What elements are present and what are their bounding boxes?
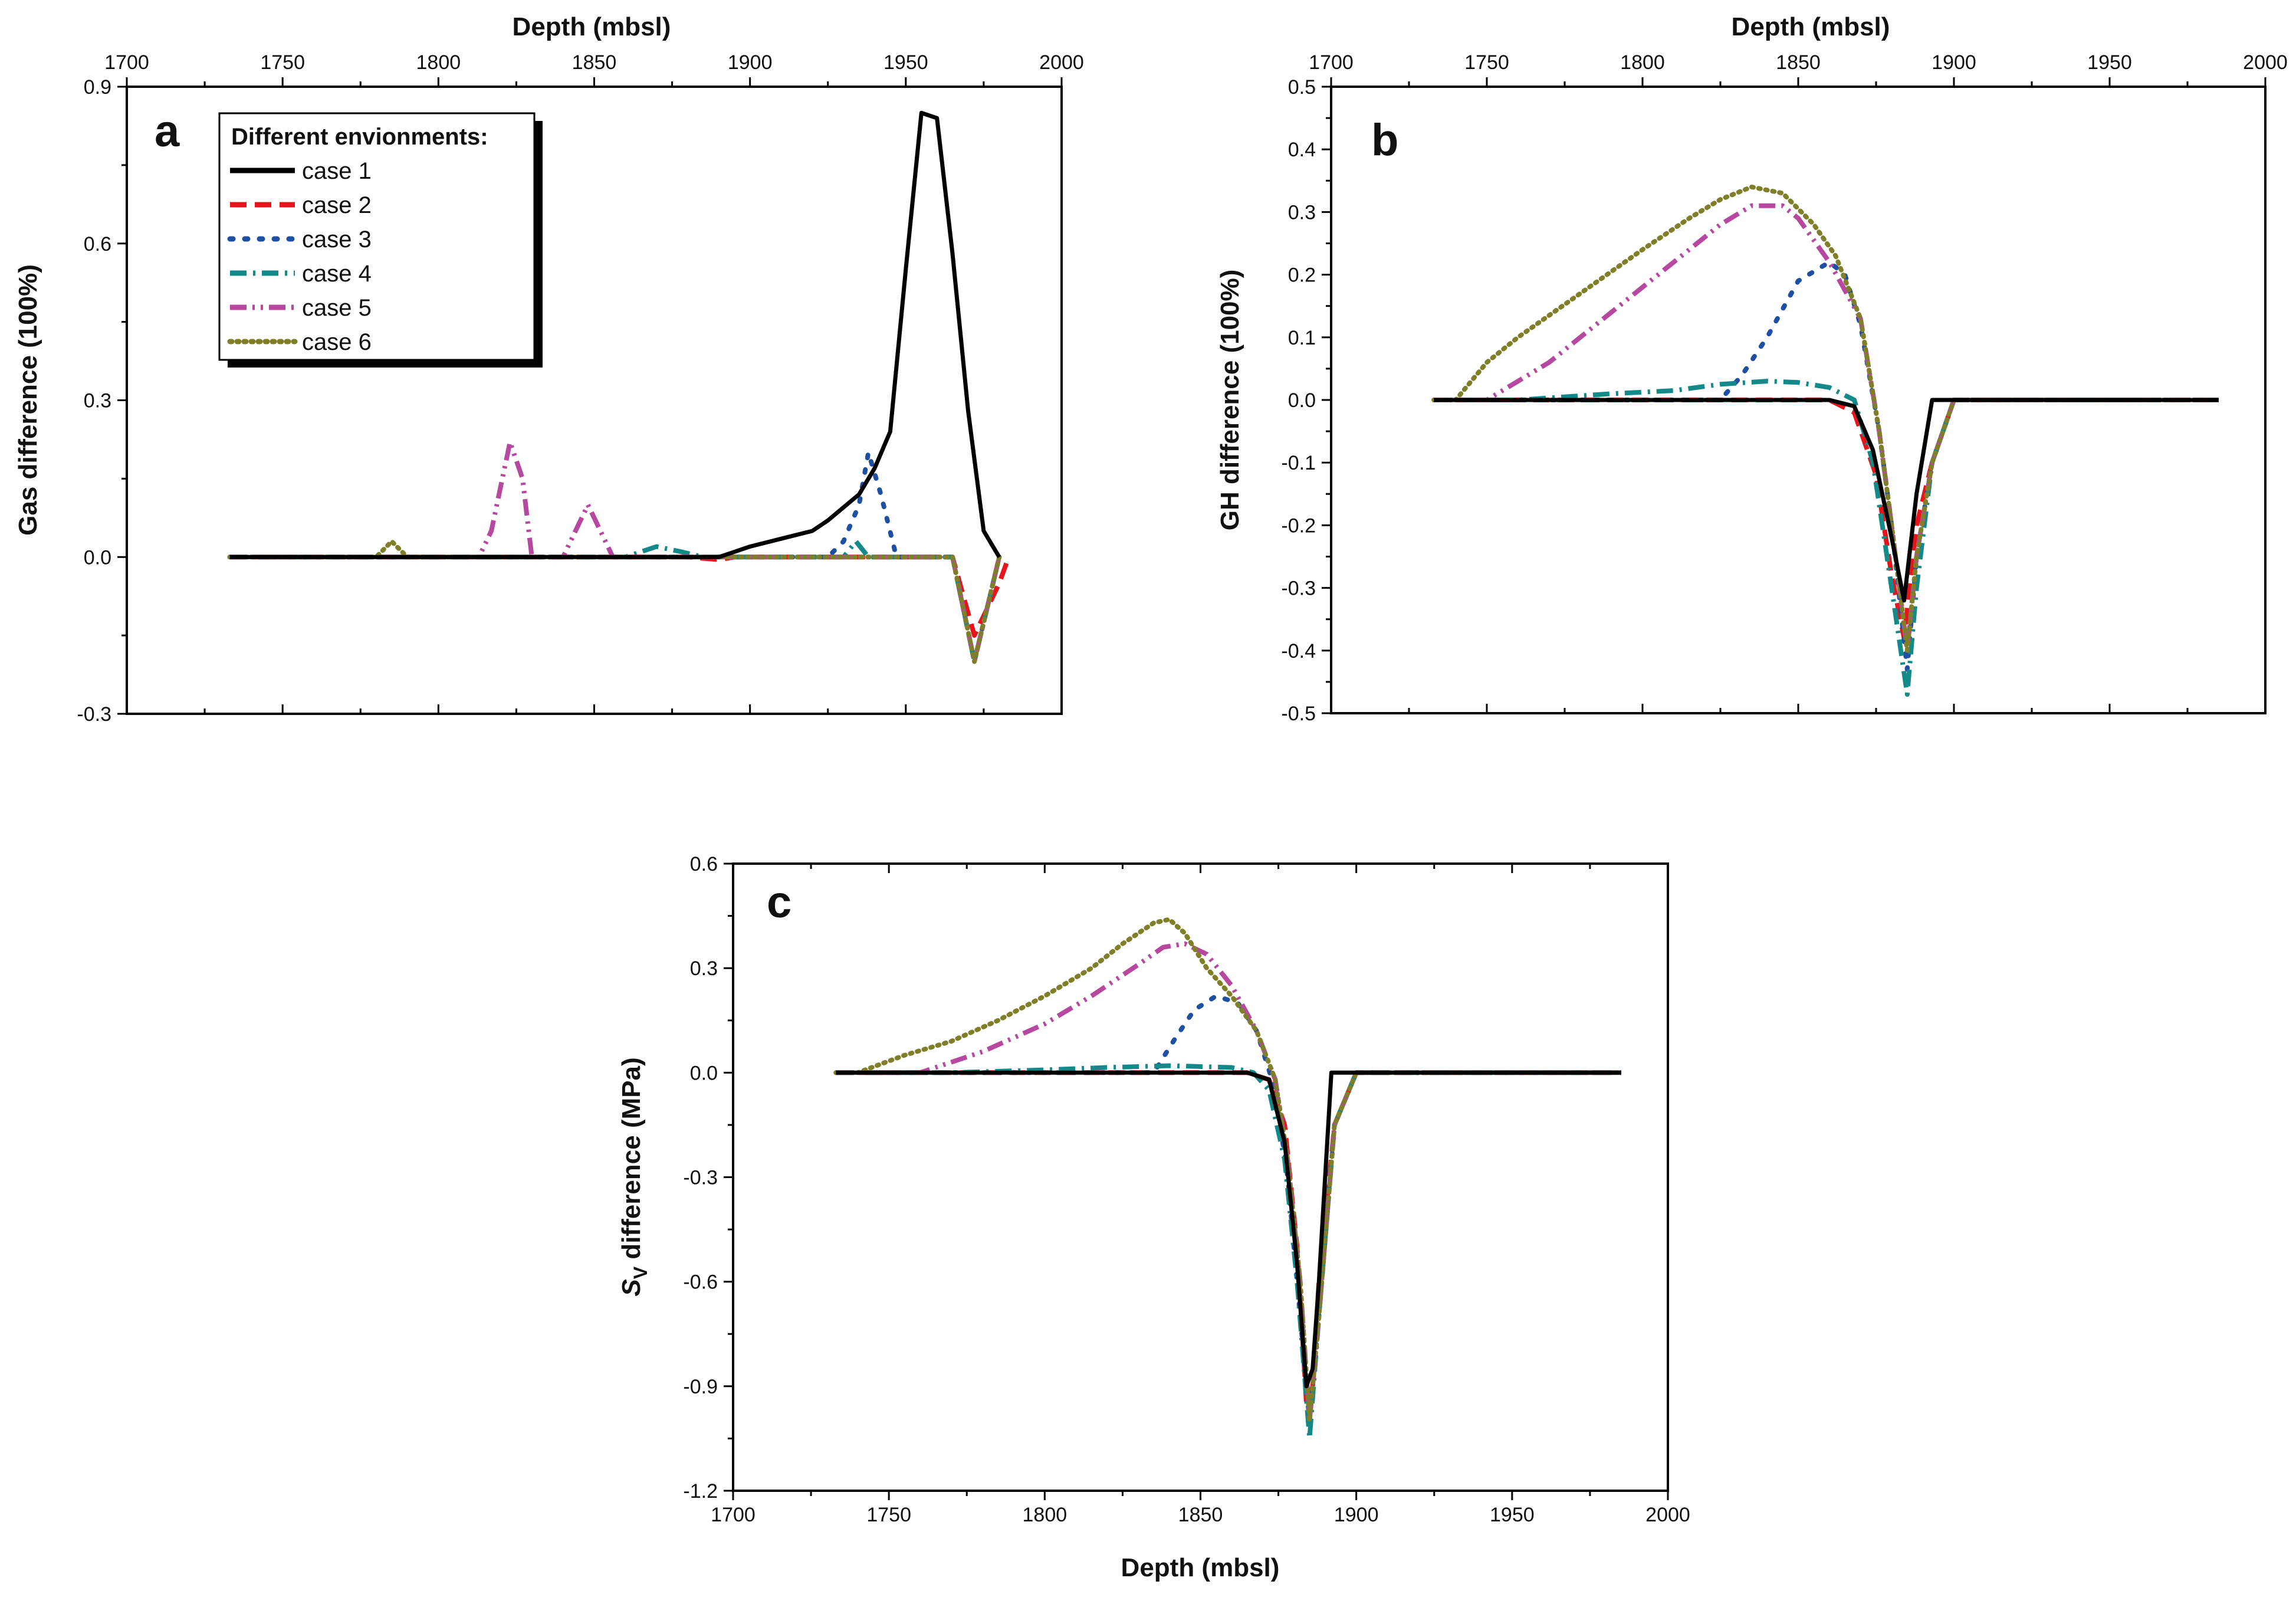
panel-c-x-tick-label: 1800 <box>1023 1504 1067 1526</box>
panel-b-y-tick-label: 0.3 <box>1288 201 1316 224</box>
panel-b-x-tick-label: 1950 <box>2087 51 2132 74</box>
legend-label-case-5: case 5 <box>302 295 372 321</box>
panel-c-tick-labels: 1700 1750 1800 1850 1900 1950 2000 -1.2 -0.9 -0.6… <box>683 853 1690 1526</box>
panel-b-x-axis-title: Depth (mbsl) <box>1732 12 1890 41</box>
panel-b-tick-labels: 1700 1750 1800 1850 1900 1950 2000 -0.5 -0.4 -0.3… <box>1281 51 2287 725</box>
panel-c-x-tick-label: 1700 <box>711 1504 756 1526</box>
panel-a-ticks <box>117 77 1063 715</box>
panel-b-y-tick-label: 0.0 <box>1288 389 1316 412</box>
panel-a-x-tick-label: 1700 <box>104 51 149 74</box>
panel-a-legend: Different envionments: case 1 case 2 cas… <box>218 112 543 368</box>
legend-label-case-2: case 2 <box>302 192 372 218</box>
panel-c-x-tick-label: 2000 <box>1645 1504 1690 1526</box>
legend-box <box>218 112 536 361</box>
panel-a-y-tick-label: 0.3 <box>84 390 111 412</box>
panel-b-series-case-2 <box>1434 398 2219 641</box>
panel-b-y-tick-label: 0.4 <box>1288 139 1316 161</box>
panel-a-x-axis-title: Depth (mbsl) <box>513 12 671 41</box>
panel-c-y-tick-label: 0.3 <box>690 957 718 980</box>
panel-b-series-case-5 <box>1434 203 2219 653</box>
legend-title: Different envionments: <box>231 124 488 150</box>
panel-b-y-tick-label: -0.2 <box>1281 514 1316 537</box>
panel-b-y-tick-label: 0.5 <box>1288 76 1316 99</box>
panel-a-y-axis-title: Gas difference (100%) <box>14 264 42 536</box>
panel-a-y-tick-label: 0.9 <box>84 76 111 99</box>
panel-c-y-axis-title-main: S <box>617 1279 646 1296</box>
panel-b-y-tick-label: -0.5 <box>1281 703 1316 725</box>
legend-label-case-3: case 3 <box>302 227 372 252</box>
panel-b-x-tick-label: 1700 <box>1309 51 1354 74</box>
panel-b-x-tick-label: 1850 <box>1776 51 1821 74</box>
panel-c-y-tick-label: 0.6 <box>690 853 718 875</box>
panel-c: 1700 1750 1800 1850 1900 1950 2000 -1.2 -0.9 -0.6… <box>617 853 1690 1582</box>
panel-c-y-tick-label: -0.3 <box>683 1167 718 1189</box>
panel-c-x-tick-label: 1750 <box>866 1504 911 1526</box>
panel-c-x-axis-title: Depth (mbsl) <box>1121 1553 1280 1582</box>
panel-a: 1700 1750 1800 1850 1900 1950 2000 -0.3 0.0 0.3 0.… <box>14 12 1084 726</box>
legend-label-case-4: case 4 <box>302 261 372 287</box>
panel-c-y-tick-label: -1.2 <box>683 1480 718 1503</box>
panel-b-series-case-4 <box>1434 379 2219 697</box>
panel-a-tick-labels: 1700 1750 1800 1850 1900 1950 2000 -0.3 0.0 0.3 0.… <box>77 51 1083 726</box>
legend-label-case-1: case 1 <box>302 158 372 184</box>
panel-c-series <box>833 917 1624 1441</box>
panel-b-x-tick-label: 1900 <box>1932 51 1976 74</box>
panel-a-x-tick-label: 1850 <box>572 51 617 74</box>
panel-b-y-tick-label: 0.1 <box>1288 327 1316 349</box>
panel-b: 1700 1750 1800 1850 1900 1950 2000 -0.5 -0.4 -0.3… <box>1216 12 2288 725</box>
panel-a-y-tick-label: 0.0 <box>84 546 111 569</box>
panel-b-y-tick-label: 0.2 <box>1288 264 1316 287</box>
panel-b-series-case-1 <box>1434 398 2219 603</box>
panel-b-x-tick-label: 1750 <box>1464 51 1509 74</box>
panel-a-x-tick-label: 1950 <box>883 51 928 74</box>
panel-b-y-tick-label: -0.3 <box>1281 578 1316 600</box>
panel-c-ticks <box>724 862 1669 1500</box>
panel-c-frame <box>732 862 1669 1492</box>
panel-b-x-tick-label: 2000 <box>2243 51 2288 74</box>
panel-a-x-tick-label: 2000 <box>1039 51 1084 74</box>
panel-b-y-axis-title: GH difference (100%) <box>1216 270 1244 531</box>
panel-c-y-tick-label: -0.9 <box>683 1376 718 1398</box>
panel-c-x-tick-label: 1850 <box>1178 1504 1223 1526</box>
panel-a-series-case-1 <box>229 110 1001 559</box>
panel-a-x-tick-label: 1750 <box>260 51 305 74</box>
panel-c-x-tick-label: 1950 <box>1490 1504 1535 1526</box>
panel-a-series <box>227 110 1011 664</box>
panel-c-y-axis-title-rest: difference (MPa) <box>617 1057 646 1267</box>
panel-c-y-axis-title-sub: V <box>630 1266 651 1279</box>
panel-c-y-tick-label: 0.0 <box>690 1062 718 1084</box>
panel-b-series <box>1431 184 2221 697</box>
panel-b-letter: b <box>1371 115 1398 165</box>
panel-a-letter: a <box>155 106 180 156</box>
panel-c-series-case-1 <box>836 1070 1621 1389</box>
panel-c-series-case-3 <box>833 993 1624 1423</box>
panel-b-y-tick-label: -0.1 <box>1281 452 1316 474</box>
panel-c-x-tick-label: 1900 <box>1334 1504 1379 1526</box>
panel-b-x-tick-label: 1800 <box>1620 51 1665 74</box>
panel-c-y-tick-label: -0.6 <box>683 1271 718 1294</box>
panel-a-y-tick-label: 0.6 <box>84 233 111 255</box>
panel-a-x-tick-label: 1900 <box>728 51 773 74</box>
panel-b-ticks <box>1322 77 2267 714</box>
panel-b-y-tick-label: -0.4 <box>1281 640 1316 662</box>
panel-a-y-tick-label: -0.3 <box>77 703 111 726</box>
panel-c-letter: c <box>767 877 791 927</box>
panel-c-y-axis-title: SV difference (MPa) <box>617 1057 651 1296</box>
legend-label-case-6: case 6 <box>302 329 372 355</box>
panel-b-series-case-6 <box>1431 184 2221 653</box>
panel-a-x-tick-label: 1800 <box>416 51 461 74</box>
